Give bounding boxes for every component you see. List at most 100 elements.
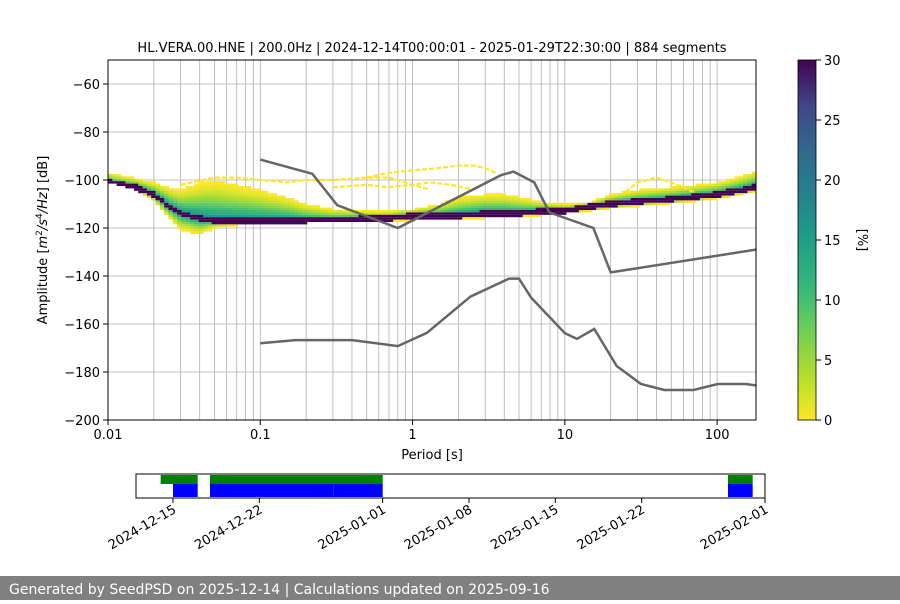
heatmap-cell xyxy=(224,195,230,198)
heatmap-cell xyxy=(190,198,195,201)
heatmap-cell xyxy=(626,205,632,208)
heatmap-cell xyxy=(250,205,256,208)
colorbar-tick-label: 5 xyxy=(824,354,832,369)
heatmap-cell xyxy=(185,200,191,203)
heatmap-cell xyxy=(453,212,459,215)
heatmap-cell xyxy=(220,193,226,196)
heatmap-cell xyxy=(449,207,455,210)
heatmap-cell xyxy=(747,188,753,191)
heatmap-cell xyxy=(276,198,282,201)
timeline-tick-label: 2025-01-08 xyxy=(402,502,475,553)
heatmap-cell xyxy=(293,202,299,206)
heatmap-cell xyxy=(190,186,195,189)
heatmap-cell xyxy=(267,222,273,225)
heatmap-cell xyxy=(168,198,174,201)
heatmap-cell xyxy=(116,183,122,186)
heatmap-cell xyxy=(427,212,433,215)
heatmap-cell xyxy=(730,178,735,182)
heatmap-cell xyxy=(406,214,411,218)
heatmap-cell xyxy=(168,207,174,210)
heatmap-cell xyxy=(259,193,265,196)
heatmap-cell xyxy=(276,210,282,213)
heatmap-cell xyxy=(496,205,502,208)
heatmap-cell xyxy=(241,212,247,215)
heatmap-cell xyxy=(630,205,636,208)
heatmap-cell xyxy=(177,195,182,198)
heatmap-cell xyxy=(216,210,221,213)
heatmap-cell xyxy=(673,193,679,196)
heatmap-cell xyxy=(151,190,157,194)
heatmap-cell xyxy=(648,195,653,198)
timeline-blue-segment xyxy=(333,484,383,497)
heatmap-cell xyxy=(375,214,381,218)
heatmap-cell xyxy=(142,193,148,196)
heatmap-cell xyxy=(466,210,472,213)
heatmap-cell xyxy=(207,183,213,186)
heatmap-cell xyxy=(397,214,403,218)
heatmap-cell xyxy=(220,181,226,184)
heatmap-cell xyxy=(190,219,195,222)
heatmap-cell xyxy=(190,224,195,227)
heatmap-cell xyxy=(336,210,342,213)
timeline-green-segment xyxy=(728,475,753,484)
heatmap-cell xyxy=(747,190,753,194)
heatmap-cell xyxy=(518,202,524,206)
heatmap-cell xyxy=(738,193,744,196)
heatmap-cell xyxy=(246,198,252,201)
heatmap-cell xyxy=(241,217,247,220)
heatmap-cell xyxy=(181,226,187,230)
heatmap-cell xyxy=(172,190,178,194)
heatmap-cell xyxy=(146,188,152,191)
heatmap-cell xyxy=(198,195,204,198)
heatmap-cell xyxy=(388,210,394,213)
new-high-noise-model-line xyxy=(259,158,756,274)
heatmap-cell xyxy=(203,224,208,227)
heatmap-cell xyxy=(509,195,515,198)
heatmap-cell xyxy=(319,219,325,222)
heatmap-cell xyxy=(146,190,152,194)
heatmap-cell xyxy=(345,214,351,218)
heatmap-cell xyxy=(488,195,493,198)
heatmap-cell xyxy=(246,186,252,189)
heatmap-cell xyxy=(250,200,256,203)
heatmap-cell xyxy=(496,193,502,196)
heatmap-cell xyxy=(332,217,338,220)
heatmap-cell xyxy=(652,190,658,194)
heatmap-cell xyxy=(479,202,485,206)
heatmap-cell xyxy=(289,205,295,208)
heatmap-cell xyxy=(617,195,623,198)
heatmap-cell xyxy=(730,188,735,191)
heatmap-cell xyxy=(332,214,338,218)
heatmap-cell xyxy=(440,207,446,210)
heatmap-cell xyxy=(501,202,506,206)
heatmap-cell xyxy=(380,217,385,220)
heatmap-cell xyxy=(233,193,239,196)
heatmap-cell xyxy=(596,202,601,206)
heatmap-cell xyxy=(259,210,265,213)
heatmap-cell xyxy=(751,176,756,179)
heatmap-cell xyxy=(483,200,489,203)
heatmap-cell xyxy=(747,174,753,177)
heatmap-cell xyxy=(488,200,493,203)
heatmap-cell xyxy=(198,224,204,227)
heatmap-cell xyxy=(501,195,506,198)
heatmap-cell xyxy=(216,183,221,186)
heatmap-cell xyxy=(263,202,269,206)
heatmap-cell xyxy=(211,217,217,220)
heatmap-cell xyxy=(133,178,139,182)
heatmap-cell xyxy=(194,207,200,210)
heatmap-cell xyxy=(686,195,692,198)
heatmap-cell xyxy=(129,178,135,182)
heatmap-cell xyxy=(604,195,610,198)
heatmap-cell xyxy=(224,205,230,208)
heatmap-cell xyxy=(250,217,256,220)
heatmap-cell xyxy=(622,190,627,194)
heatmap-cell xyxy=(734,178,740,182)
heatmap-cell xyxy=(578,210,584,213)
heatmap-cell xyxy=(358,217,364,220)
heatmap-cell xyxy=(665,190,671,194)
heatmap-cell xyxy=(220,214,226,218)
heatmap-cell xyxy=(648,188,653,191)
heatmap-cell xyxy=(501,200,506,203)
heatmap-cell xyxy=(289,212,295,215)
